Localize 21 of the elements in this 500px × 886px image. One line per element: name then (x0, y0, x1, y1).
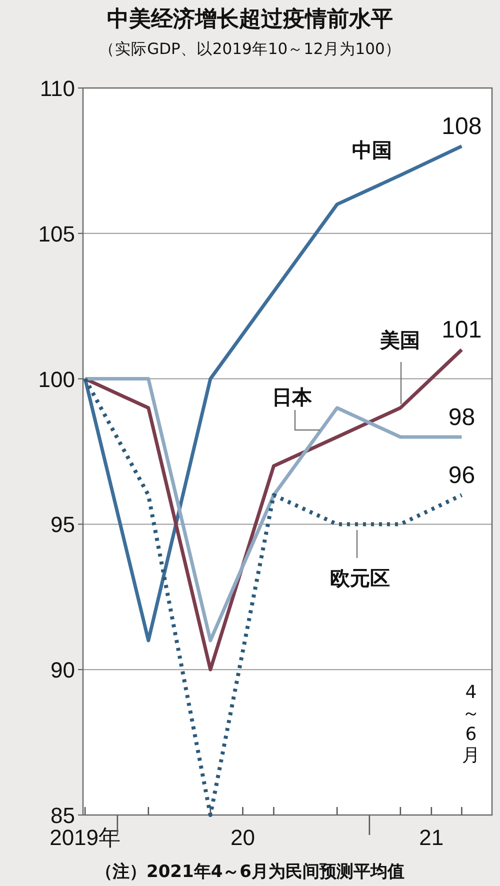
data-label: 98 (448, 404, 476, 431)
y-tick-label: 90 (50, 658, 75, 683)
series-label: 日本 (272, 385, 313, 409)
x-tick-label: 2019年 (50, 825, 121, 850)
y-tick-label: 105 (38, 221, 75, 246)
series-label: 美国 (379, 328, 420, 352)
data-label: 108 (442, 113, 482, 140)
series-label: 中国 (352, 138, 392, 162)
chart-subtitle: （实际GDP、以2019年10～12月为100） (99, 40, 401, 58)
y-tick-label: 85 (50, 803, 75, 828)
data-label: 101 (442, 316, 482, 344)
y-tick-label: 100 (38, 366, 75, 392)
data-label: 96 (448, 462, 476, 490)
chart-title: 中美经济增长超过疫情前水平 (107, 6, 393, 32)
text: （注）2021年4～6月为民间预测平均值 (96, 862, 404, 882)
annotation: 4～6月 (462, 682, 480, 766)
text: 欧元区 (330, 566, 390, 590)
y-tick-label: 110 (40, 76, 75, 101)
y-tick-label: 95 (50, 512, 75, 538)
x-tick-label: 21 (419, 825, 444, 850)
x-tick-label: 20 (230, 825, 255, 850)
